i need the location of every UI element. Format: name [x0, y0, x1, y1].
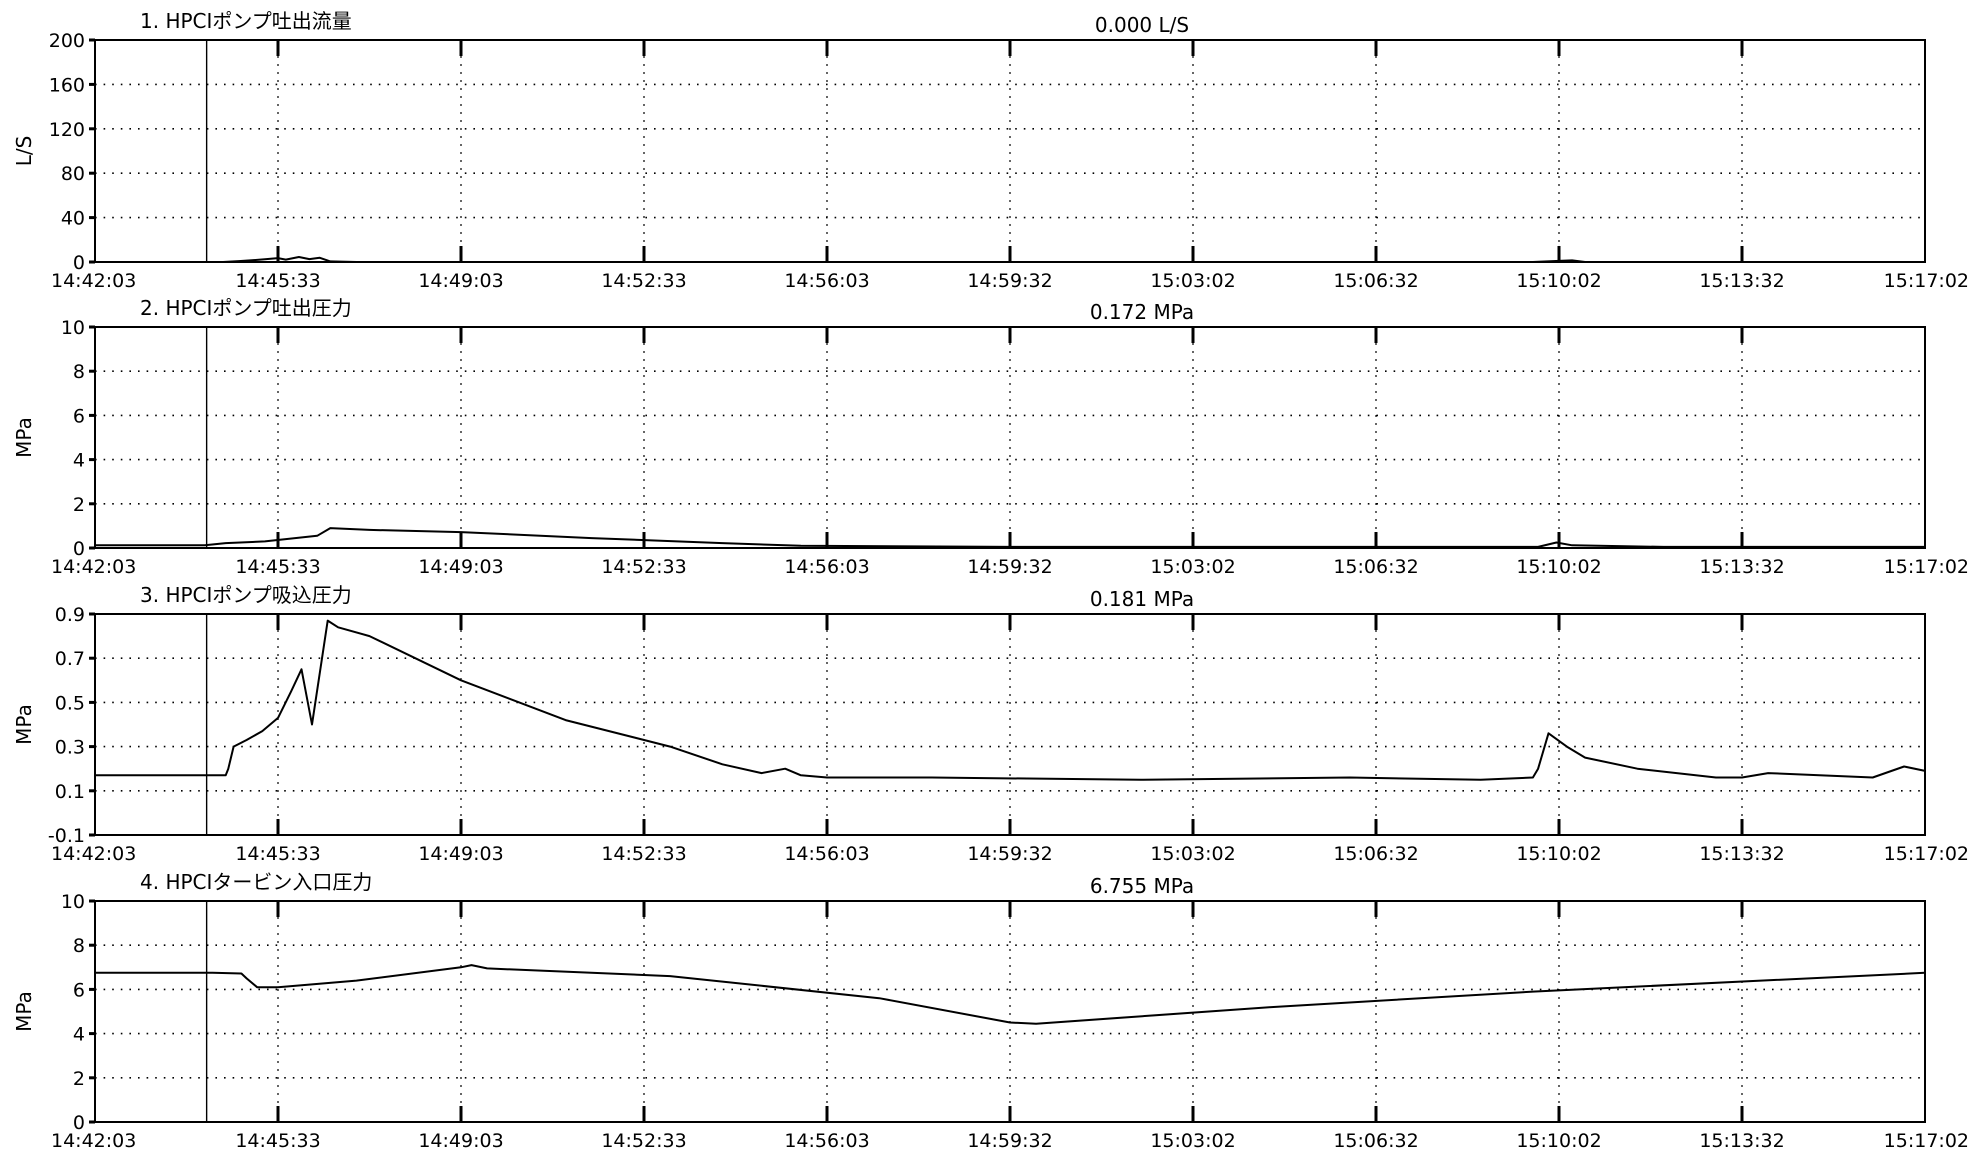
x-tick-label: 14:49:03: [418, 843, 503, 865]
value-readout: 0.172 MPa: [1090, 300, 1194, 324]
x-tick-label: 14:42:03: [51, 556, 136, 578]
x-tick-label: 15:06:32: [1333, 1130, 1418, 1151]
x-tick-label: 15:03:02: [1150, 1130, 1235, 1151]
x-tick-label: 15:13:32: [1699, 1130, 1784, 1151]
x-tick-label: 14:56:03: [784, 556, 869, 578]
chart-title: 2. HPCIポンプ吐出圧力: [140, 296, 352, 320]
x-tick-label: 14:49:03: [418, 270, 503, 292]
x-tick-label: 14:59:32: [967, 270, 1052, 292]
x-tick-label: 14:59:32: [967, 556, 1052, 578]
x-tick-label: 14:59:32: [967, 1130, 1052, 1151]
x-tick-label: 14:45:33: [235, 270, 320, 292]
x-tick-label: 15:13:32: [1699, 556, 1784, 578]
y-tick-label: 0.1: [55, 781, 85, 803]
plot-frame: [94, 900, 1926, 1123]
x-tick-label: 15:03:02: [1150, 843, 1235, 865]
chart-title: 3. HPCIポンプ吸込圧力: [140, 583, 352, 607]
x-tick-label: 15:13:32: [1699, 843, 1784, 865]
y-tick-label: 8: [73, 361, 85, 383]
y-tick-label: 80: [61, 163, 85, 185]
series-line: [95, 619, 1926, 781]
y-tick-label: 2: [73, 494, 85, 516]
y-tick-label: 4: [73, 1024, 85, 1046]
x-tick-label: 14:52:33: [601, 1130, 686, 1151]
chart-title: 1. HPCIポンプ吐出流量: [140, 9, 352, 33]
x-tick-label: 14:49:03: [418, 1130, 503, 1151]
plot-frame: [94, 613, 1926, 836]
x-tick-label: 15:17:02: [1884, 843, 1969, 865]
x-tick-label: 15:10:02: [1516, 1130, 1601, 1151]
y-tick-label: -0.1: [48, 825, 85, 847]
chart-panel-1: 1. HPCIポンプ吐出流量 0.000 L/S L/S 0 40 80 120 160 200…: [12, 9, 1969, 292]
x-tick-label: 15:03:02: [1150, 556, 1235, 578]
x-tick-label: 15:10:02: [1516, 270, 1601, 292]
chart-panel-4: 4. HPCIタービン入口圧力 6.755 MPa MPa 0 2 4 6 8 10 14:42:…: [12, 870, 1969, 1151]
x-tick-label: 14:45:33: [235, 843, 320, 865]
y-axis-label: L/S: [12, 136, 36, 167]
x-tick-label: 14:56:03: [784, 843, 869, 865]
chart-panel-2: 2. HPCIポンプ吐出圧力 0.172 MPa MPa 0 2 4 6 8 10 14:42:0…: [12, 296, 1969, 578]
y-tick-label: 6: [73, 405, 85, 427]
y-tick-label: 4: [73, 450, 85, 472]
x-tick-label: 14:52:33: [601, 556, 686, 578]
y-tick-label: 120: [49, 119, 85, 141]
value-readout: 6.755 MPa: [1090, 874, 1194, 898]
x-tick-label: 14:56:03: [784, 270, 869, 292]
value-readout: 0.000 L/S: [1095, 13, 1189, 37]
x-tick-label: 15:17:02: [1884, 1130, 1969, 1151]
y-axis-label: MPa: [12, 991, 36, 1032]
x-tick-label: 14:52:33: [601, 270, 686, 292]
y-tick-label: 8: [73, 935, 85, 957]
y-tick-label: 160: [49, 74, 85, 96]
x-tick-label: 15:06:32: [1333, 843, 1418, 865]
plot-frame: [94, 39, 1926, 263]
chart-panel-3: 3. HPCIポンプ吸込圧力 0.181 MPa MPa -0.1 0.1 0.3 0.5 0…: [12, 583, 1969, 865]
x-tick-label: 14:42:03: [51, 270, 136, 292]
x-tick-label: 15:10:02: [1516, 556, 1601, 578]
x-tick-label: 14:45:33: [235, 556, 320, 578]
y-tick-label: 6: [73, 979, 85, 1001]
y-tick-label: 40: [61, 208, 85, 230]
y-axis-label: MPa: [12, 704, 36, 745]
y-tick-label: 0.9: [55, 604, 85, 626]
x-tick-label: 15:06:32: [1333, 556, 1418, 578]
x-tick-label: 15:17:02: [1884, 556, 1969, 578]
x-tick-label: 14:45:33: [235, 1130, 320, 1151]
x-tick-label: 15:10:02: [1516, 843, 1601, 865]
x-tick-label: 14:52:33: [601, 843, 686, 865]
y-tick-label: 0: [73, 1112, 85, 1134]
x-tick-label: 14:49:03: [418, 556, 503, 578]
x-tick-label: 15:06:32: [1333, 270, 1418, 292]
chart-title: 4. HPCIタービン入口圧力: [140, 870, 372, 894]
x-tick-label: 14:56:03: [784, 1130, 869, 1151]
y-tick-label: 10: [61, 317, 85, 339]
y-tick-label: 0: [73, 252, 85, 274]
x-tick-label: 14:42:03: [51, 843, 136, 865]
y-tick-label: 0.3: [55, 737, 85, 759]
y-tick-label: 10: [61, 891, 85, 913]
x-tick-label: 15:03:02: [1150, 270, 1235, 292]
y-tick-label: 0.7: [55, 648, 85, 670]
x-tick-label: 14:59:32: [967, 843, 1052, 865]
value-readout: 0.181 MPa: [1090, 587, 1194, 611]
y-tick-label: 0: [73, 538, 85, 560]
y-axis-label: MPa: [12, 417, 36, 458]
x-tick-label: 15:17:02: [1884, 270, 1969, 292]
y-tick-label: 0.5: [55, 692, 85, 714]
x-tick-label: 15:13:32: [1699, 270, 1784, 292]
x-tick-label: 14:42:03: [51, 1130, 136, 1151]
y-tick-label: 2: [73, 1068, 85, 1090]
plot-frame: [94, 326, 1926, 549]
y-tick-label: 200: [49, 30, 85, 52]
